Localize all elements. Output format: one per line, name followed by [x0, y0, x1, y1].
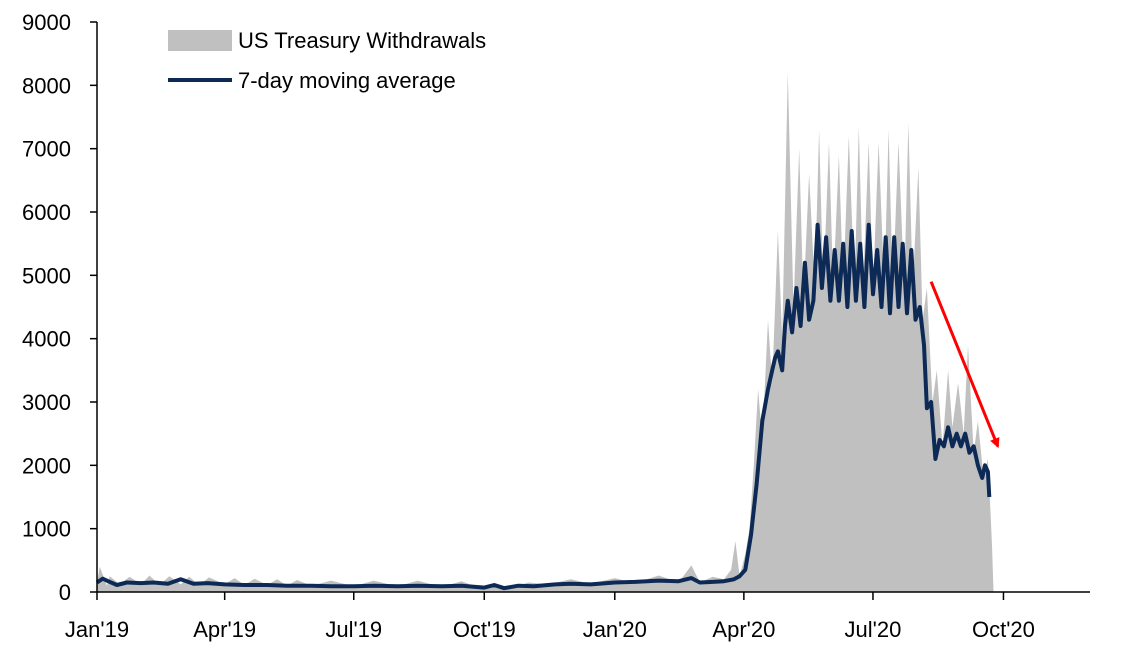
legend: US Treasury Withdrawals 7-day moving ave… — [168, 28, 486, 93]
y-tick-label: 9000 — [22, 10, 71, 35]
series-area-withdrawals — [97, 72, 994, 592]
y-tick-label: 0 — [59, 580, 71, 605]
x-tick-label: Jan'19 — [65, 617, 129, 642]
series-line-moving-average — [95, 222, 992, 591]
legend-label-moving-average: 7-day moving average — [238, 68, 456, 93]
y-tick-label: 5000 — [22, 263, 71, 288]
trend-arrow — [929, 281, 1000, 449]
y-tick-label: 2000 — [22, 453, 71, 478]
annotation-layer — [929, 281, 1000, 449]
legend-label-withdrawals: US Treasury Withdrawals — [238, 28, 486, 53]
x-tick-label: Apr'20 — [712, 617, 775, 642]
line-layer — [95, 222, 992, 591]
axes: 0 1000 2000 3000 4000 5000 6000 7000 8000 9000 Jan… — [22, 10, 1090, 642]
legend-swatch-withdrawals — [168, 30, 232, 51]
x-tick-label: Jul'20 — [845, 617, 902, 642]
y-tick-label: 6000 — [22, 200, 71, 225]
x-tick-label: Apr'19 — [193, 617, 256, 642]
x-tick-label: Jul'19 — [325, 617, 382, 642]
y-tick-label: 7000 — [22, 137, 71, 162]
x-tick-label: Jan'20 — [583, 617, 647, 642]
y-tick-label: 1000 — [22, 517, 71, 542]
x-tick-label: Oct'19 — [453, 617, 516, 642]
y-tick-label: 4000 — [22, 327, 71, 352]
y-tick-label: 3000 — [22, 390, 71, 415]
y-tick-label: 8000 — [22, 73, 71, 98]
x-tick-label: Oct'20 — [972, 617, 1035, 642]
area-layer — [97, 72, 994, 592]
